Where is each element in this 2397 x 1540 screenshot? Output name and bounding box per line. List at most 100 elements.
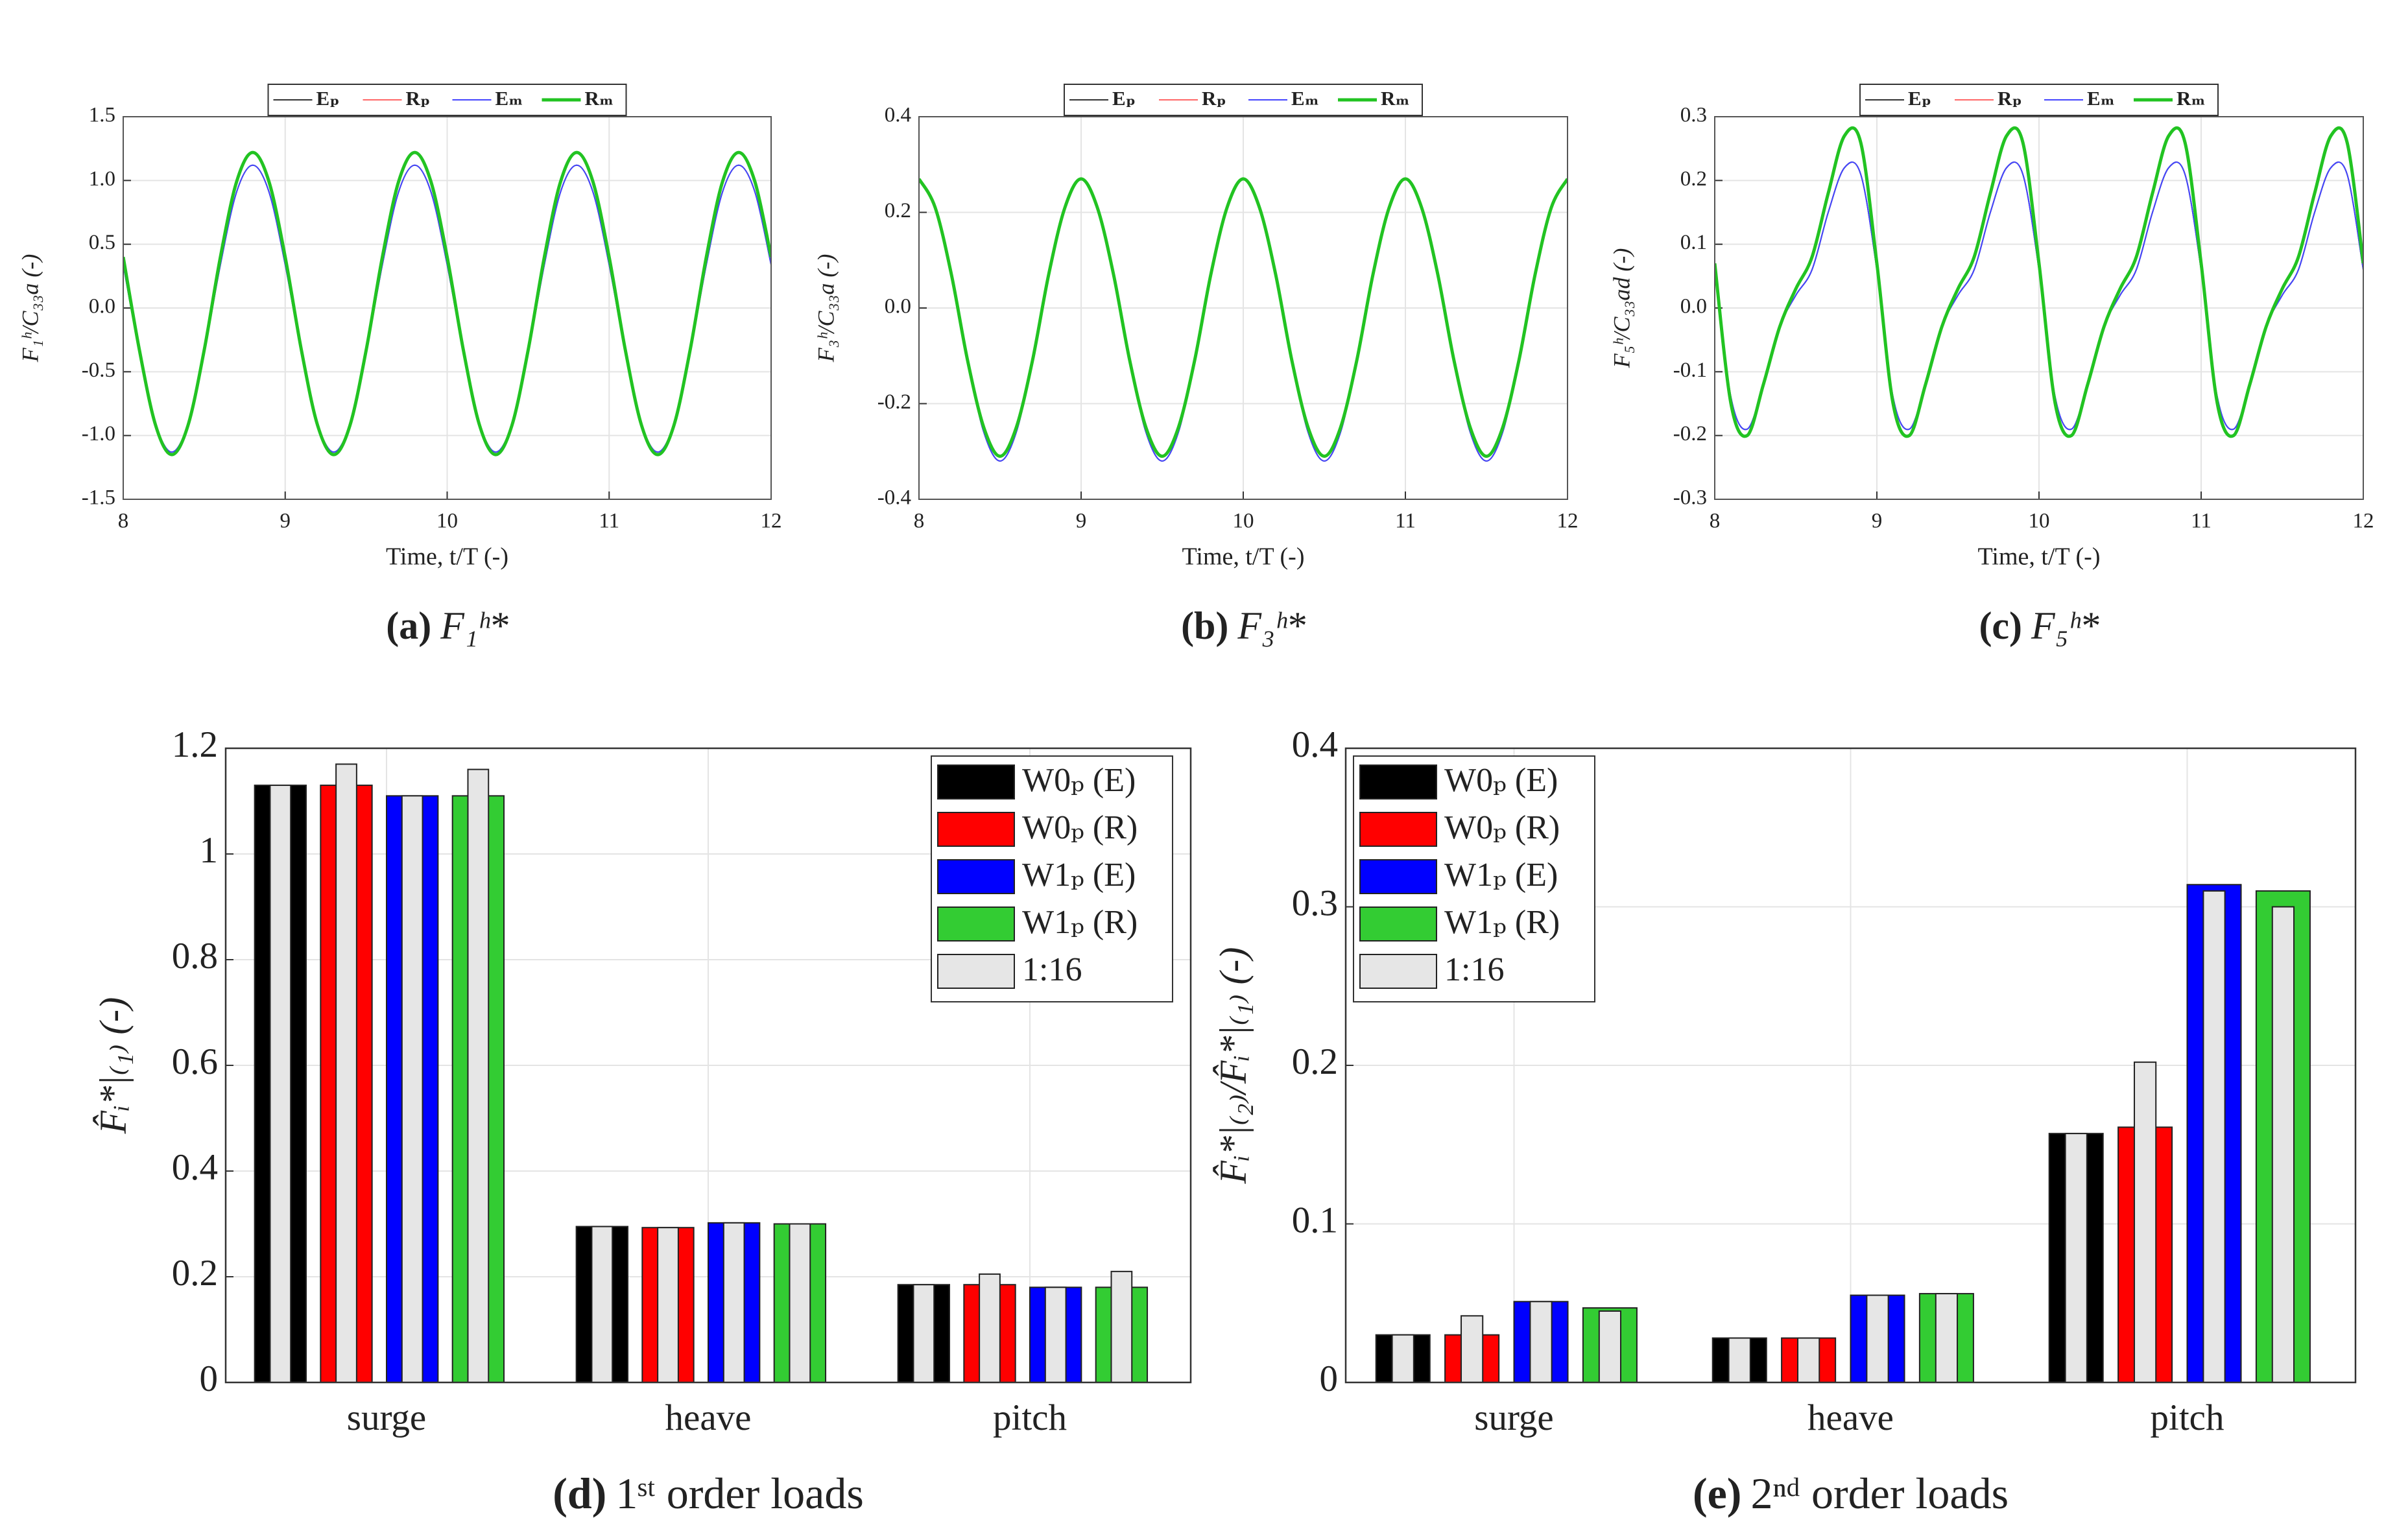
reference-bar bbox=[1529, 1301, 1553, 1384]
y-tick-label: -0.4 bbox=[877, 486, 911, 510]
legend-label: W0ₚ (E) bbox=[1444, 762, 1558, 799]
caption-text: F₃ʰ* bbox=[1237, 604, 1306, 647]
x-tick-label: 9 bbox=[280, 510, 291, 533]
y-axis-label: F₅ʰ/C₃₃ad (-) bbox=[1608, 248, 1634, 369]
caption-text: 2ⁿᵈ order loads bbox=[1750, 1469, 2009, 1518]
y-axis-label: F₃ʰ/C₃₃a (-) bbox=[813, 254, 839, 363]
y-tick-label: 0.2 bbox=[1292, 1041, 1338, 1082]
y-tick-label: -0.1 bbox=[1673, 359, 1707, 382]
y-tick-label: 0.1 bbox=[1680, 231, 1707, 254]
legend-swatch bbox=[1359, 859, 1437, 894]
legend-swatch bbox=[1359, 954, 1437, 989]
x-tick-label: 8 bbox=[914, 510, 925, 533]
y-tick-label: 0.3 bbox=[1680, 104, 1707, 127]
x-tick-label: 11 bbox=[1395, 510, 1416, 533]
reference-bar bbox=[269, 785, 292, 1384]
legend-swatch bbox=[1359, 906, 1437, 942]
caption: (c) F₅ʰ* bbox=[1979, 604, 2099, 647]
x-tick-label: surge bbox=[347, 1397, 426, 1438]
legend-label: Eₘ bbox=[1291, 87, 1319, 110]
legend-swatch bbox=[1359, 764, 1437, 800]
y-tick-label: 0 bbox=[200, 1358, 219, 1399]
caption-text: F₅ʰ* bbox=[2031, 604, 2099, 647]
y-tick-label: 0.2 bbox=[172, 1253, 218, 1294]
y-tick-label: 1 bbox=[200, 830, 219, 871]
x-tick-label: 8 bbox=[1710, 510, 1721, 533]
x-tick-label: 8 bbox=[118, 510, 129, 533]
y-tick-label: 0.0 bbox=[1680, 295, 1707, 318]
legend-swatch bbox=[937, 764, 1015, 800]
y-tick-label: -0.3 bbox=[1673, 486, 1707, 510]
caption: (a) F₁ʰ* bbox=[386, 604, 508, 647]
reference-bar bbox=[789, 1223, 811, 1383]
x-tick-label: pitch bbox=[993, 1397, 1067, 1438]
reference-bar bbox=[1461, 1315, 1484, 1384]
x-axis-label: Time, t/T (-) bbox=[1978, 543, 2101, 571]
x-axis-label: Time, t/T (-) bbox=[1182, 543, 1305, 571]
x-tick-label: 11 bbox=[2191, 510, 2212, 533]
reference-bar bbox=[657, 1227, 679, 1383]
y-tick-label: 1.0 bbox=[89, 167, 115, 191]
line-series bbox=[123, 150, 771, 456]
caption-tag: (d) bbox=[553, 1469, 606, 1518]
legend-label: Rₘ bbox=[585, 87, 614, 110]
legend-label: Rₚ bbox=[406, 87, 431, 110]
reference-bar bbox=[1110, 1270, 1133, 1383]
legend-label: 1:16 bbox=[1022, 951, 1082, 988]
y-tick-label: 0.4 bbox=[885, 104, 911, 127]
x-tick-label: 12 bbox=[2353, 510, 2374, 533]
line-series bbox=[1715, 126, 2363, 438]
y-axis-label: F̂ᵢ*|₍₂₎/F̂ᵢ*|₍₁₎ (-) bbox=[1211, 947, 1254, 1185]
axes-box bbox=[918, 116, 1568, 500]
legend-label: Rₚ bbox=[1202, 87, 1226, 110]
x-tick-label: 12 bbox=[1557, 510, 1579, 533]
axes-box bbox=[123, 116, 772, 500]
legend-label: W0ₚ (R) bbox=[1444, 809, 1560, 846]
legend-label: Rₚ bbox=[1998, 87, 2022, 110]
y-tick-label: 0.0 bbox=[885, 295, 911, 318]
reference-bar bbox=[1044, 1286, 1067, 1384]
x-tick-label: 10 bbox=[1233, 510, 1254, 533]
caption: (d) 1ˢᵗ order loads bbox=[553, 1469, 864, 1518]
legend-label: Eₚ bbox=[1908, 87, 1931, 110]
caption-text: F₁ʰ* bbox=[440, 604, 508, 647]
x-tick-label: heave bbox=[665, 1397, 752, 1438]
reference-bar bbox=[2271, 906, 2295, 1383]
x-tick-label: 12 bbox=[761, 510, 782, 533]
reference-bar bbox=[912, 1284, 935, 1383]
legend-swatch bbox=[937, 954, 1015, 989]
legend-label: 1:16 bbox=[1444, 951, 1504, 988]
y-tick-label: 0.4 bbox=[1292, 724, 1338, 765]
y-tick-label: 0.2 bbox=[885, 199, 911, 222]
y-axis-label: F̂ᵢ*|₍₁₎ (-) bbox=[91, 997, 134, 1135]
y-tick-label: 0.0 bbox=[89, 295, 115, 318]
reference-bar bbox=[1866, 1294, 1889, 1384]
legend-label: W0ₚ (E) bbox=[1022, 762, 1136, 799]
y-axis-label: F₁ʰ/C₃₃a (-) bbox=[17, 254, 43, 363]
x-tick-label: 11 bbox=[599, 510, 619, 533]
reference-bar bbox=[1598, 1310, 1622, 1383]
caption: (e) 2ⁿᵈ order loads bbox=[1693, 1469, 2009, 1518]
legend-label: Eₘ bbox=[2087, 87, 2115, 110]
legend-label: W1ₚ (R) bbox=[1022, 904, 1138, 941]
y-tick-label: 0.1 bbox=[1292, 1200, 1338, 1241]
x-tick-label: 9 bbox=[1872, 510, 1883, 533]
x-tick-label: surge bbox=[1474, 1397, 1553, 1438]
legend-label: Eₚ bbox=[316, 87, 340, 110]
legend-label: W0ₚ (R) bbox=[1022, 809, 1138, 846]
caption-tag: (e) bbox=[1693, 1469, 1741, 1518]
caption-tag: (c) bbox=[1979, 604, 2022, 647]
caption-tag: (a) bbox=[386, 604, 431, 647]
reference-bar bbox=[1935, 1293, 1959, 1383]
caption-tag: (b) bbox=[1181, 604, 1228, 647]
caption-text: 1ˢᵗ order loads bbox=[615, 1469, 863, 1518]
legend-swatch bbox=[1359, 812, 1437, 847]
reference-bar bbox=[979, 1273, 1001, 1384]
legend-swatch bbox=[937, 812, 1015, 847]
reference-bar bbox=[467, 768, 490, 1383]
line-series bbox=[919, 177, 1568, 458]
reference-bar bbox=[2202, 890, 2226, 1384]
legend-label: W1ₚ (E) bbox=[1444, 857, 1558, 894]
legend-label: Eₘ bbox=[495, 87, 523, 110]
reference-bar bbox=[722, 1222, 745, 1383]
